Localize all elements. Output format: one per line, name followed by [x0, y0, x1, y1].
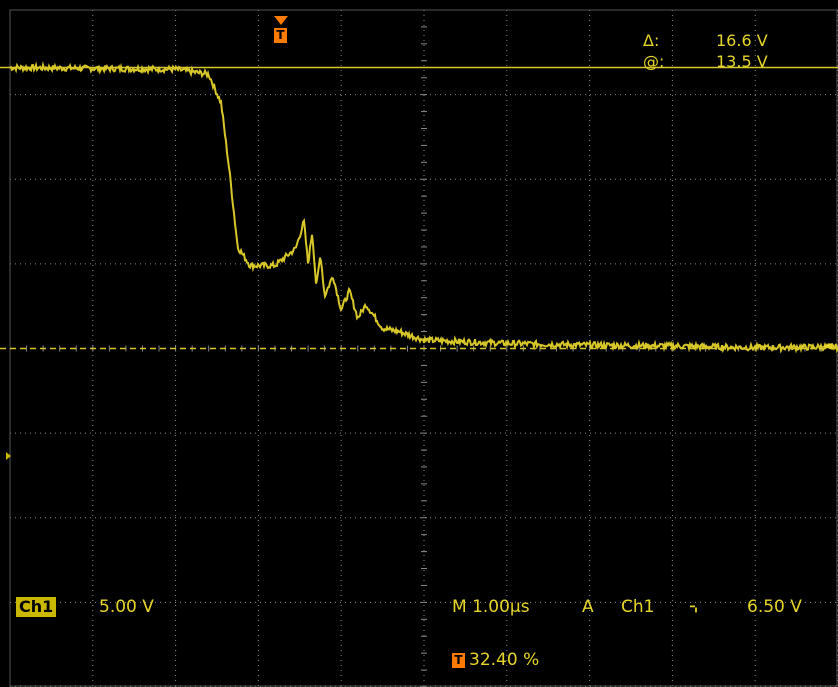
channel-ground-marker-icon [6, 452, 11, 460]
channel-scale: 5.00 V [99, 597, 154, 617]
trigger-position-icon: T [452, 653, 465, 668]
trigger-mode: A [582, 597, 594, 617]
trigger-arrow-down-icon [274, 16, 288, 25]
cursor-at-value: 13.5 V [716, 52, 768, 71]
trigger-position-marker-icon[interactable]: T [274, 28, 287, 43]
channel-badge[interactable]: Ch1 [16, 597, 57, 617]
cursor-delta-label: Δ: [643, 31, 660, 50]
cursor-at-label: @: [643, 52, 665, 71]
trigger-source: Ch1 [621, 597, 655, 617]
timebase-scale: M 1.00µs [452, 597, 530, 617]
trigger-level: 6.50 V [747, 597, 802, 617]
falling-edge-icon: ⌍ [689, 596, 703, 616]
cursor-delta-value: 16.6 V [716, 31, 768, 50]
trigger-level-arrow-icon[interactable]: ◄ [822, 338, 833, 354]
trigger-position-value: 32.40 % [469, 650, 540, 670]
waveform-trace-ch1 [9, 61, 838, 354]
